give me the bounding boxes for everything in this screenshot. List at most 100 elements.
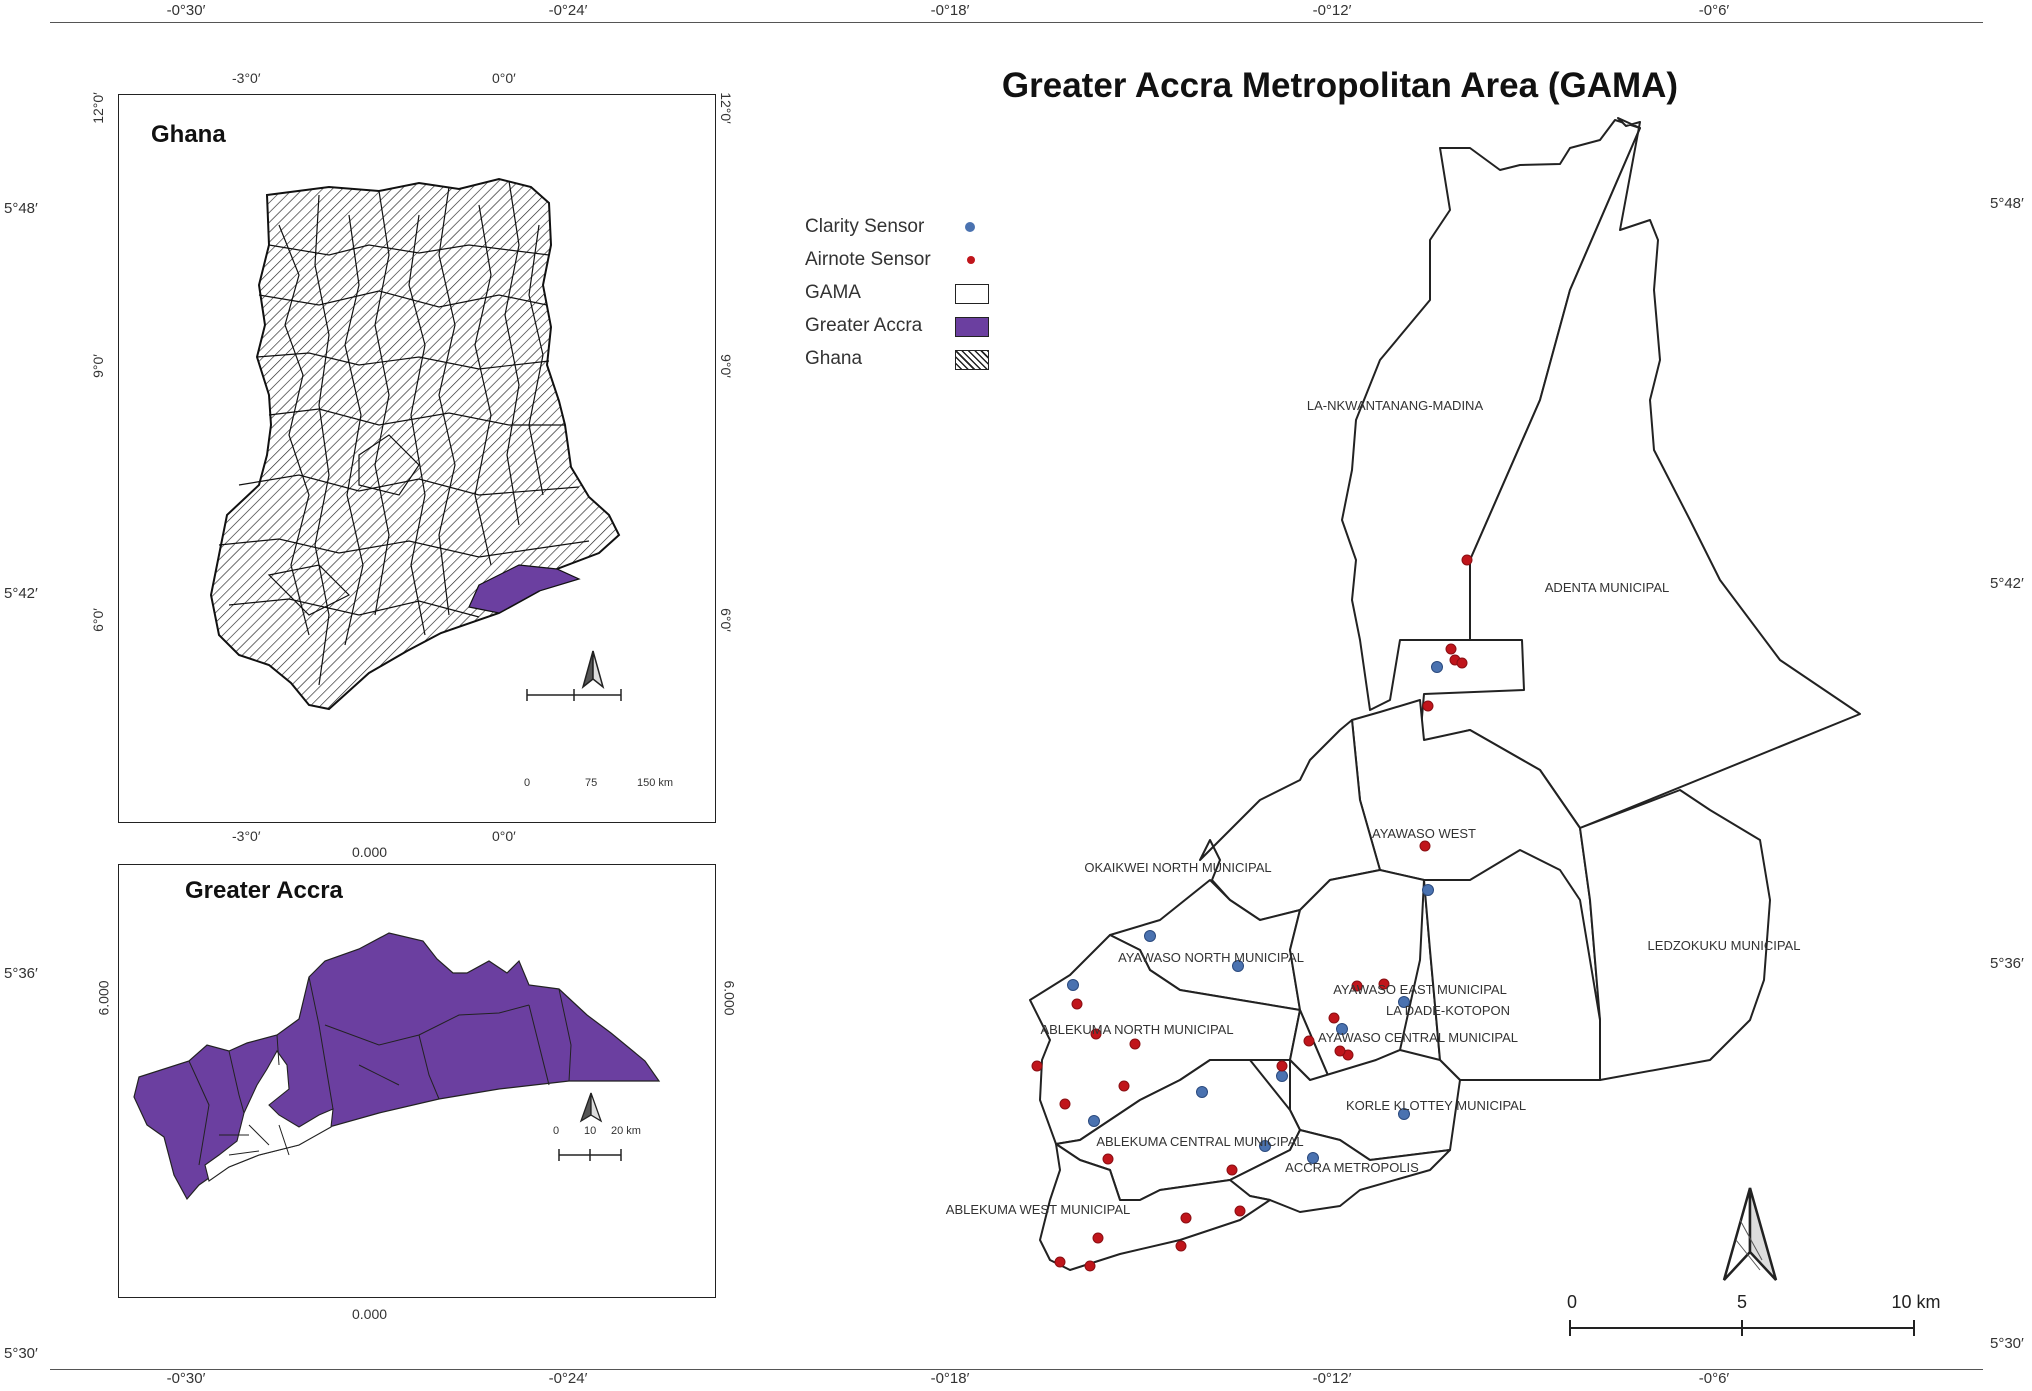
ghana-tick-top: 0°0′ [492,70,516,86]
ghana-inset: Ghana [118,94,716,823]
clarity-sensor-point [1398,1108,1410,1120]
legend-item-ghana: Ghana [805,344,1105,377]
legend-label: Clarity Sensor [805,216,925,237]
lat-label-right: 5°42′ [1990,575,2024,592]
ghana-hatch-swatch-icon [955,350,989,370]
lat-label-left: 5°30′ [4,1345,38,1362]
legend-item-clarity: Clarity Sensor [805,212,1105,245]
lon-label-top: -0°18′ [930,2,970,19]
district-label: ABLEKUMA WEST MUNICIPAL [945,1202,1131,1217]
airnote-sensor-point [1175,1240,1187,1252]
airnote-sensor-point [1059,1098,1071,1110]
airnote-sensor-point [1303,1035,1315,1047]
airnote-sensor-point [1118,1080,1130,1092]
airnote-sensor-point [1031,1060,1043,1072]
accra-scale-20: 20 km [611,1125,641,1137]
clarity-sensor-point [1259,1140,1271,1152]
ghana-tick-top: -3°0′ [232,70,261,86]
airnote-sensor-point [1276,1060,1288,1072]
lat-label-left: 5°48′ [4,200,38,217]
lon-label-bottom: -0°18′ [930,1370,970,1387]
airnote-sensor-point [1378,978,1390,990]
clarity-sensor-point [1307,1152,1319,1164]
map-frame [50,22,1983,1370]
airnote-sensor-point [1129,1038,1141,1050]
district-label: ADENTA MUNICIPAL [1544,580,1670,595]
clarity-sensors [1067,661,1443,1164]
greater-accra-swatch-icon [955,317,989,337]
greater-accra-districts [188,976,572,1166]
greater-accra-map [133,932,661,1201]
ghana-scale-bar [526,689,622,701]
scale-label-10: 10 km [1891,1292,1941,1312]
clarity-sensor-point [1196,1086,1208,1098]
accra-scale-0: 0 [553,1125,560,1137]
clarity-dot-icon [965,222,975,232]
lat-label-right: 5°30′ [1990,1335,2024,1352]
airnote-sensor-point [1226,1164,1238,1176]
map-title: Greater Accra Metropolitan Area (GAMA) [1001,66,1679,105]
lon-label-bottom: -0°24′ [548,1370,588,1387]
lon-label-bottom: -0°6′ [1698,1370,1730,1387]
airnote-sensor-point [1054,1256,1066,1268]
lon-label-top: -0°12′ [1312,2,1352,19]
airnote-sensor-point [1234,1205,1246,1217]
clarity-sensor-point [1431,661,1443,673]
airnote-sensor-point [1180,1212,1192,1224]
legend-item-airnote: Airnote Sensor [805,245,1105,278]
accra-tick-bottom: 0.000 [352,1306,388,1322]
legend-label: Ghana [805,348,863,369]
legend-label: Airnote Sensor [805,249,931,270]
district-la-dade-kotopon [1423,849,1601,1081]
district-ledzokuku [1579,789,1771,1081]
airnote-sensor-point [1328,1012,1340,1024]
airnote-sensor-point [1334,1045,1346,1057]
district-label: LEDZOKUKU MUNICIPAL [1647,938,1801,953]
airnote-sensor-point [1456,657,1468,669]
lon-label-bottom: -0°30′ [166,1370,206,1387]
airnote-sensor-point [1092,1232,1104,1244]
airnote-sensor-point [1445,643,1457,655]
main-scale-bar [1569,1320,1915,1336]
clarity-sensor-point [1276,1070,1288,1082]
scale-label-5: 5 [1736,1292,1748,1312]
district-label: AYAWASO CENTRAL MUNICIPAL [1317,1030,1519,1045]
district-label: ABLEKUMA NORTH MUNICIPAL [1040,1022,1234,1037]
ghana-scale-75: 75 [585,777,598,789]
district-label: AYAWASO WEST [1371,826,1477,841]
district-label: OKAIKWEI NORTH MUNICIPAL [1084,860,1272,875]
district-label: LA-NKWANTANANG-MADINA [1306,398,1484,413]
district-label: ACCRA METROPOLIS [1285,1160,1419,1175]
district-label: ABLEKUMA CENTRAL MUNICIPAL [1096,1134,1304,1149]
district-label: LA DADE-KOTOPON [1385,1003,1511,1018]
airnote-sensor-point [1422,700,1434,712]
clarity-sensor-point [1067,979,1079,991]
clarity-sensor-point [1144,930,1156,942]
airnote-sensor-point [1071,998,1083,1010]
district-adenta [1419,117,1861,829]
clarity-sensor-point [1422,884,1434,896]
airnote-sensor-point [1351,980,1363,992]
district-label: KORLE KLOTTEY MUNICIPAL [1345,1098,1527,1113]
ghana-inset-title: Ghana [151,121,226,148]
ghana-tick-bottom: -3°0′ [232,828,261,844]
legend-label: GAMA [805,282,861,303]
district-label: AYAWASO EAST MUNICIPAL [1333,982,1507,997]
airnote-sensor-point [1102,1153,1114,1165]
clarity-sensor-point [1088,1115,1100,1127]
lon-label-top: -0°30′ [166,2,206,19]
lat-label-right: 5°48′ [1990,195,2024,212]
airnote-sensor-point [1090,1028,1102,1040]
ghana-tick-bottom: 0°0′ [492,828,516,844]
lon-label-top: -0°6′ [1698,2,1730,19]
gama-swatch-icon [955,284,989,304]
legend-item-greater-accra: Greater Accra [805,311,1105,344]
ghana-scale-150: 150 km [637,777,674,789]
district-label: AYAWASO NORTH MUNICIPAL [1118,950,1304,965]
clarity-sensor-point [1398,996,1410,1008]
airnote-sensor-point [1084,1260,1096,1272]
north-arrow-icon [1722,1187,1778,1281]
airnote-sensor-point [1461,554,1473,566]
